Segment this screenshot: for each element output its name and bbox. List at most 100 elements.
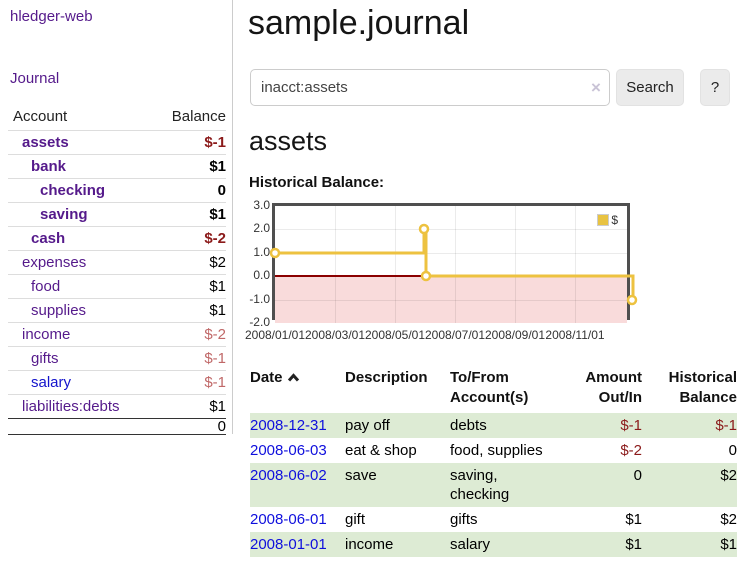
sidebar-account-saving[interactable]: saving xyxy=(40,206,88,223)
account-row: income $-2 xyxy=(8,322,226,346)
account-row: assets $-1 xyxy=(8,130,226,154)
sidebar: hledger-web Journal Account Balance asse… xyxy=(0,0,233,435)
accounts-table-header: Account Balance xyxy=(8,104,226,130)
chart-plot-area: $ xyxy=(269,203,638,323)
gridline xyxy=(575,206,576,323)
search-input[interactable] xyxy=(250,69,610,106)
gridline xyxy=(275,300,627,301)
data-point-marker xyxy=(418,223,430,235)
sidebar-account-supplies[interactable]: supplies xyxy=(31,302,87,319)
balance-step-line xyxy=(269,223,638,306)
x-tick-label: 2008/03/01 xyxy=(304,328,366,342)
transaction-balance: $2 xyxy=(720,511,737,528)
transaction-balance: $1 xyxy=(720,536,737,553)
account-row: bank $1 xyxy=(8,154,226,178)
legend-swatch-icon xyxy=(597,214,610,226)
sidebar-account-assets[interactable]: assets xyxy=(22,134,69,151)
account-balance: $2 xyxy=(209,254,226,271)
transaction-amount: $-1 xyxy=(620,417,642,434)
account-column-header: Account xyxy=(13,108,68,125)
sidebar-account-liabilities-debts[interactable]: liabilities:debts xyxy=(22,398,120,415)
account-balance: $-1 xyxy=(204,134,226,151)
app-brand-link[interactable]: hledger-web xyxy=(10,8,93,25)
account-row: supplies $1 xyxy=(8,298,226,322)
gridline xyxy=(515,206,516,323)
help-button[interactable]: ? xyxy=(700,69,730,106)
transaction-accounts: saving, checking xyxy=(450,467,510,503)
transaction-date-link[interactable]: 2008-06-03 xyxy=(250,442,327,459)
accounts-table: Account Balance assets $-1 bank $1 check… xyxy=(8,104,226,435)
x-tick-label: 2008/07/01 xyxy=(424,328,486,342)
register-row: 2008-06-01 gift gifts $1 $2 xyxy=(250,507,737,532)
transaction-amount: 0 xyxy=(633,467,642,484)
transaction-description: eat & shop xyxy=(345,442,417,459)
x-tick-label: 2008/05/01 xyxy=(364,328,426,342)
search-button[interactable]: Search xyxy=(616,69,684,106)
sidebar-account-cash[interactable]: cash xyxy=(31,230,66,247)
date-column-header[interactable]: Date xyxy=(250,365,345,411)
transaction-balance: $-1 xyxy=(715,417,737,434)
account-balance: $-2 xyxy=(204,326,226,343)
legend-label: $ xyxy=(611,213,618,227)
balance-column-header: Balance xyxy=(171,108,226,125)
account-row: salary $-1 xyxy=(8,370,226,394)
chart-legend: $ xyxy=(597,213,618,227)
transaction-accounts: debts xyxy=(450,417,487,434)
account-balance: $1 xyxy=(209,398,226,415)
sidebar-account-food[interactable]: food xyxy=(31,278,61,295)
register-row: 2008-01-01 income salary $1 $1 xyxy=(250,532,737,557)
sidebar-account-checking[interactable]: checking xyxy=(40,182,106,199)
clear-search-icon[interactable]: × xyxy=(591,78,601,97)
account-row: saving $1 xyxy=(8,202,226,226)
y-tick-label: 3.0 xyxy=(253,198,270,212)
account-row: food $1 xyxy=(8,274,226,298)
sidebar-account-bank[interactable]: bank xyxy=(31,158,67,175)
account-balance: $-1 xyxy=(204,374,226,391)
account-balance: $1 xyxy=(209,158,226,175)
transaction-balance: 0 xyxy=(728,442,737,459)
accounts-total: 0 xyxy=(217,418,226,435)
transaction-description: income xyxy=(345,536,394,553)
transaction-balance: $2 xyxy=(720,467,737,484)
transaction-date-link[interactable]: 2008-06-01 xyxy=(250,511,327,528)
account-row: checking 0 xyxy=(8,178,226,202)
x-tick-label: 2008/09/01 xyxy=(484,328,546,342)
transaction-description: gift xyxy=(345,511,366,528)
account-row: liabilities:debts $1 xyxy=(8,394,226,418)
gridline xyxy=(335,206,336,323)
transaction-amount: $1 xyxy=(625,536,642,553)
description-column-header: Description xyxy=(345,369,428,386)
account-heading: assets xyxy=(249,126,328,156)
data-point-marker xyxy=(269,247,281,259)
transaction-amount: $1 xyxy=(625,511,642,528)
sidebar-account-salary[interactable]: salary xyxy=(31,374,72,391)
sort-ascending-icon xyxy=(287,368,300,388)
transaction-amount: $-2 xyxy=(620,442,642,459)
register-row: 2008-06-02 save saving, checking 0 $2 xyxy=(250,463,737,507)
account-row: cash $-2 xyxy=(8,226,226,250)
data-point-marker xyxy=(420,270,432,282)
transaction-description: pay off xyxy=(345,417,390,434)
y-tick-label: 2.0 xyxy=(253,221,270,235)
account-row: gifts $-1 xyxy=(8,346,226,370)
balance-column-header: Historical Balance xyxy=(668,369,737,406)
historical-balance-chart: 3.0 2.0 1.0 0.0 -1.0 -2.0 $ 2008/01/01 2… xyxy=(245,198,650,348)
transaction-accounts: gifts xyxy=(450,511,478,528)
transaction-date-link[interactable]: 2008-01-01 xyxy=(250,536,327,553)
account-row: expenses $2 xyxy=(8,250,226,274)
sidebar-journal-link[interactable]: Journal xyxy=(10,70,60,87)
account-balance: 0 xyxy=(217,182,226,199)
y-tick-label: 0.0 xyxy=(253,268,270,282)
account-balance: $1 xyxy=(209,302,226,319)
sidebar-account-income[interactable]: income xyxy=(22,326,71,343)
data-point-marker xyxy=(626,294,638,306)
gridline xyxy=(455,206,456,323)
sidebar-account-expenses[interactable]: expenses xyxy=(22,254,87,271)
gridline xyxy=(275,253,627,254)
account-balance: $1 xyxy=(209,206,226,223)
transaction-date-link[interactable]: 2008-06-02 xyxy=(250,467,327,484)
negative-region xyxy=(275,276,627,323)
transaction-date-link[interactable]: 2008-12-31 xyxy=(250,417,327,434)
sidebar-account-gifts[interactable]: gifts xyxy=(31,350,59,367)
x-tick-label: 2008/01/01 xyxy=(244,328,306,342)
